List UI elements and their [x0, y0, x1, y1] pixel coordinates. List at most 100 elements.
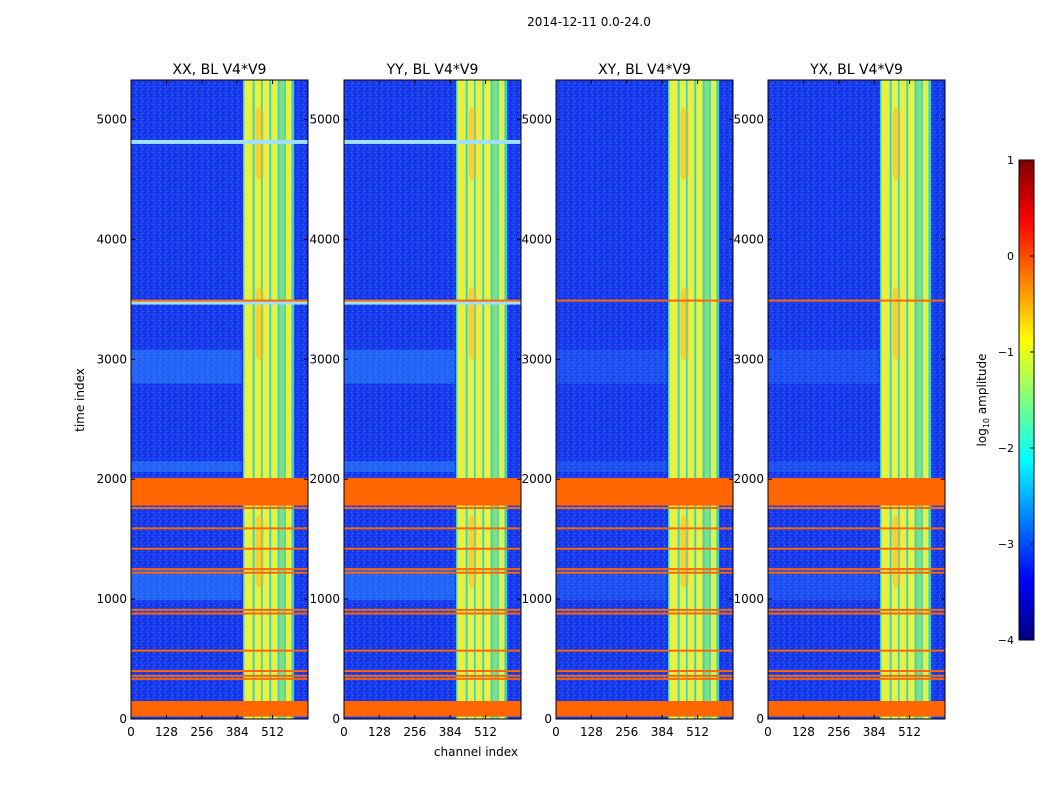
y-tick-label: 0: [332, 712, 340, 726]
flag-line: [768, 670, 945, 673]
flag-line: [344, 571, 521, 574]
flag-line: [556, 608, 733, 611]
panel-2: XY, BL V4*V9 0 128 256 384 512 0 1000 2000 3000 40…: [521, 62, 734, 739]
y-tick-label: 3000: [733, 352, 764, 366]
y-tick-label: 2000: [733, 472, 764, 486]
bright-line-4800: [131, 139, 308, 144]
signal-band-6: [285, 80, 292, 719]
x-tick-label: 128: [368, 725, 391, 739]
panel-title: XY, BL V4*V9: [598, 62, 691, 78]
signal-band-1: [669, 80, 678, 719]
panel-frame: [343, 79, 522, 720]
flag-line: [131, 571, 308, 574]
flag-line: [344, 677, 521, 680]
flag-line: [131, 568, 308, 571]
elevated-region-1: [131, 349, 242, 384]
signal-band-3: [687, 80, 695, 719]
y-tick-label: 2000: [309, 472, 340, 486]
flag-line: [344, 670, 521, 673]
flag-line: [768, 571, 945, 574]
flag-line: [344, 612, 521, 615]
x-tick-label: 256: [403, 725, 426, 739]
flag-line: [768, 506, 945, 509]
flag-line: [556, 677, 733, 680]
panel-frame: [767, 79, 946, 720]
signal-band-4: [484, 80, 491, 719]
flag-line: [768, 568, 945, 571]
flagged-range-1: [768, 478, 945, 506]
y-tick-label: 4000: [733, 232, 764, 246]
flag-line: [768, 674, 945, 677]
band-hotspot-0: [468, 287, 477, 360]
x-tick-label: 0: [764, 725, 772, 739]
x-tick-label: 384: [226, 725, 249, 739]
flag-line: [131, 677, 308, 680]
y-tick-label: 4000: [521, 232, 552, 246]
colorbar-label-subscript: 10: [982, 418, 991, 428]
flag-line: [556, 568, 733, 571]
flag-line: [131, 299, 308, 302]
signal-band-3: [475, 80, 483, 719]
y-tick-label: 3000: [96, 352, 127, 366]
x-tick-label: 0: [340, 725, 348, 739]
x-tick-label: 128: [155, 725, 178, 739]
signal-band-5: [916, 80, 922, 719]
elevated-region-0: [344, 461, 455, 473]
elevated-region-2: [556, 569, 667, 601]
signal-band-6: [922, 80, 929, 719]
band-hotspot-0: [892, 287, 901, 360]
x-tick-label: 512: [474, 725, 497, 739]
y-tick-label: 0: [119, 712, 127, 726]
flag-line: [768, 608, 945, 611]
panel-title: XX, BL V4*V9: [173, 62, 267, 78]
signal-band-5: [704, 80, 710, 719]
x-tick-label: 512: [898, 725, 921, 739]
flag-line: [556, 571, 733, 574]
y-tick-label: 1000: [521, 592, 552, 606]
colorbar-tick-label: −3: [998, 538, 1014, 551]
elevated-region-1: [768, 349, 879, 384]
x-axis-label: channel index: [434, 745, 518, 759]
signal-band-1: [457, 80, 466, 719]
flag-line: [344, 649, 521, 652]
elevated-region-2: [131, 569, 242, 601]
y-tick-label: 5000: [96, 113, 127, 127]
y-tick-label: 0: [756, 712, 764, 726]
flag-line: [768, 612, 945, 615]
band-hotspot-2: [468, 515, 477, 588]
y-tick-label: 5000: [309, 113, 340, 127]
flag-line: [344, 299, 521, 302]
flag-line: [344, 547, 521, 550]
signal-band-3: [262, 80, 270, 719]
y-tick-label: 3000: [309, 352, 340, 366]
signal-band-1: [881, 80, 890, 719]
signal-band-2: [679, 80, 686, 719]
y-tick-label: 0: [544, 712, 552, 726]
colorbar-tick-label: 1: [1007, 154, 1014, 167]
band-hotspot-2: [892, 515, 901, 588]
flag-line: [768, 547, 945, 550]
figure-suptitle: 2014-12-11 0.0-24.0: [527, 15, 651, 29]
signal-band-6: [498, 80, 505, 719]
elevated-region-0: [131, 461, 242, 473]
flag-line: [768, 677, 945, 680]
y-tick-label: 3000: [521, 352, 552, 366]
flag-line: [344, 608, 521, 611]
x-tick-label: 128: [580, 725, 603, 739]
flag-line: [131, 670, 308, 673]
signal-band-2: [254, 80, 261, 719]
band-hotspot-2: [255, 515, 264, 588]
signal-band-4: [271, 80, 278, 719]
signal-band-4: [908, 80, 915, 719]
panel-frame: [555, 79, 734, 720]
band-hotspot-0: [255, 287, 264, 360]
flagged-range-0: [131, 701, 308, 717]
flag-line: [768, 299, 945, 302]
x-tick-label: 0: [552, 725, 560, 739]
flag-line: [344, 674, 521, 677]
flag-line: [556, 612, 733, 615]
flag-line: [768, 649, 945, 652]
elevated-region-1: [556, 349, 667, 384]
y-tick-label: 2000: [96, 472, 127, 486]
